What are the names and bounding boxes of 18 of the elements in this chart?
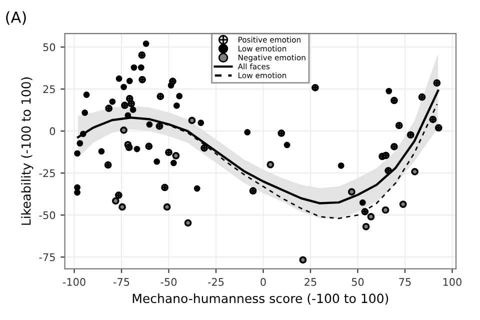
y-tick-label: -25 (39, 169, 55, 178)
x-tick-label: 0 (260, 278, 266, 286)
x-tick-label: -50 (160, 278, 177, 286)
x-tick-label: 50 (352, 278, 364, 286)
y-tick-label: 50 (43, 43, 56, 52)
y-tick-label: -75 (39, 253, 55, 262)
x-tick-label: -25 (208, 278, 224, 286)
chart-title: (A) (6, 11, 26, 25)
x-tick-label: 100 (443, 278, 462, 286)
x-tick-label: -75 (114, 278, 130, 286)
y-tick-label: -50 (39, 211, 56, 220)
x-tick-label: -100 (62, 278, 86, 286)
x-axis-title: Mechano-humanness score (-100 to 100) (132, 293, 388, 305)
y-axis-title: Likeability (-100 to 100) (21, 77, 34, 225)
y-tick-label: 25 (43, 85, 55, 94)
x-tick-label: 75 (399, 278, 411, 286)
y-tick-label: 0 (50, 127, 56, 136)
x-tick-label: 25 (304, 278, 316, 286)
